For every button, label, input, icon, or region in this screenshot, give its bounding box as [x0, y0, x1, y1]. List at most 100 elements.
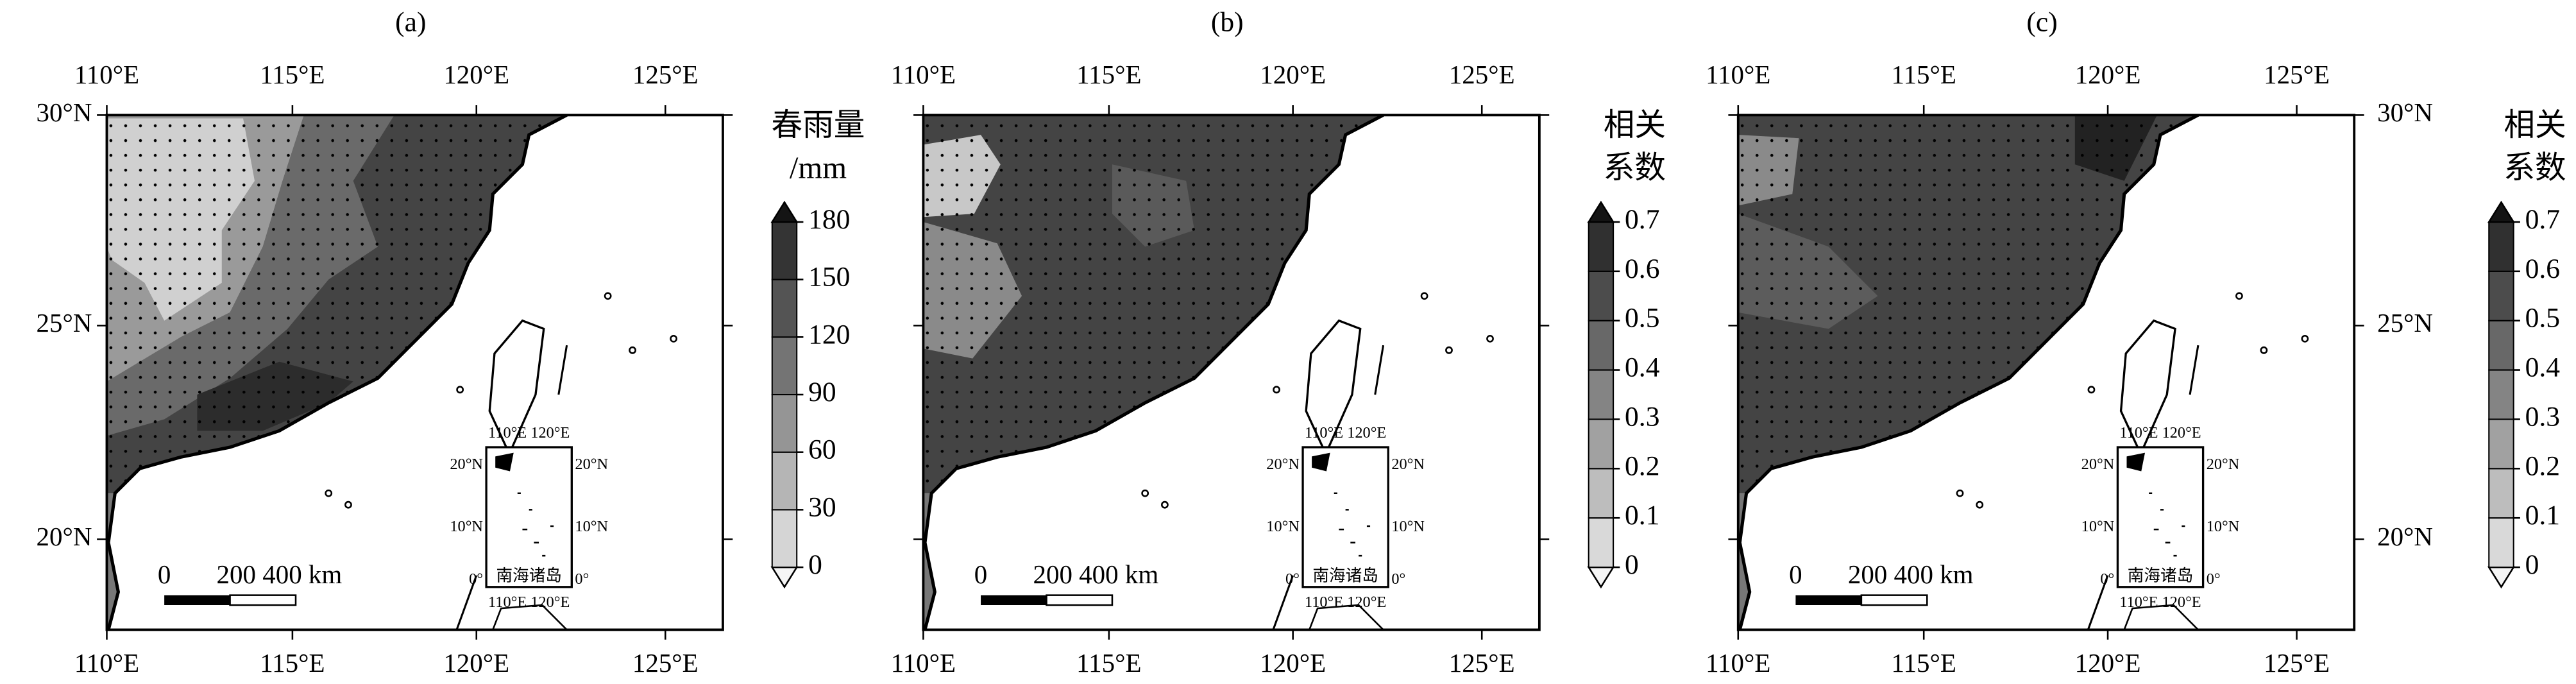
colorbar-segment: [771, 221, 798, 280]
island: [2235, 292, 2243, 300]
inset-lat-left: 0°: [1285, 570, 1300, 588]
colorbar-segment: [771, 278, 798, 338]
lon-label-bottom: 115°E: [1076, 648, 1141, 678]
colorbar-segment: [2488, 418, 2514, 470]
colorbar-tick-label: 0.3: [2525, 401, 2560, 432]
lon-label-top: 115°E: [260, 60, 325, 89]
colorbar-tick-label: 0.1: [1625, 500, 1659, 531]
inset-lat-right: 0°: [2207, 570, 2221, 588]
colorbar-segment: [2488, 221, 2514, 272]
island: [1141, 489, 1149, 497]
colorbar-tick-label: 0.6: [1625, 253, 1659, 284]
colorbar-segment: [771, 336, 798, 396]
island: [629, 346, 636, 354]
colorbar-title: /mm: [790, 151, 847, 185]
map-content: [1738, 115, 2355, 630]
scale-bar-black: [1795, 595, 1861, 605]
inset-lat-left: 20°N: [2081, 456, 2115, 473]
colorbar-segment: [1588, 320, 1614, 371]
lon-label-top: 110°E: [74, 60, 139, 89]
inset-lat-left: 10°N: [450, 518, 483, 535]
inset-lon-top: 110°E 120°E: [2119, 424, 2201, 441]
colorbar-title: 春雨量: [772, 108, 865, 142]
panel-label: (a): [395, 6, 426, 37]
significance-dots: [1738, 115, 2198, 493]
colorbar-tick-label: 150: [808, 262, 850, 293]
colorbar-tick-label: 120: [808, 319, 850, 350]
map-panel: (b) 110°E 110°E 115°E 115°E 120°E 120°E 125°E 12…: [891, 6, 1550, 678]
scale-label: 0: [1789, 560, 1802, 589]
inset-lat-left: 20°N: [450, 456, 483, 473]
colorbar-segment: [2488, 270, 2514, 321]
colorbar-tick-label: 0.5: [1625, 303, 1659, 334]
lat-label-left: 25°N: [36, 308, 92, 338]
lat-label-left: 30°N: [36, 98, 92, 127]
colorbar-segment: [1588, 468, 1614, 519]
scale-label: 200 400 km: [217, 560, 343, 589]
panel-label: (b): [1211, 6, 1244, 37]
inset-lon-bottom: 110°E 120°E: [1305, 594, 1386, 611]
colorbar-tick-label: 180: [808, 204, 850, 235]
colorbar-tick-label: 0.7: [1625, 204, 1659, 235]
inset-lat-left: 10°N: [2081, 518, 2115, 535]
lon-label-bottom: 125°E: [632, 648, 699, 678]
colorbar-tick-label: 60: [808, 434, 836, 465]
inset-lat-left: 0°: [469, 570, 483, 588]
coastline: [1738, 115, 2199, 630]
colorbar-tick-label: 0.2: [1625, 450, 1659, 481]
inset-lon-top: 110°E 120°E: [1305, 424, 1386, 441]
colorbar-tick-label: 0.7: [2525, 204, 2560, 235]
lat-label-right: 25°N: [2377, 308, 2433, 338]
colorbar-tick-label: 90: [808, 377, 836, 407]
colorbar-end: [770, 566, 799, 589]
inset-lat-right: 20°N: [1391, 456, 1425, 473]
scale-bar-white: [229, 594, 297, 606]
colorbar-segment: [2488, 369, 2514, 420]
island: [1956, 489, 1964, 497]
scale-label: 200 400 km: [1033, 560, 1158, 589]
colorbar-tick-label: 0: [2525, 549, 2539, 580]
map-panel: (c) 110°E 110°E 115°E 115°E 120°E 120°E 125°E 12…: [1706, 6, 2433, 678]
inset-lat-right: 20°N: [575, 456, 608, 473]
scale-bar-white: [1860, 594, 1928, 606]
scale-label: 200 400 km: [1848, 560, 1974, 589]
map-frame: [1736, 114, 2356, 631]
inset-islands: [2126, 452, 2185, 557]
colorbar-end: [1587, 566, 1615, 589]
lat-label-right: 30°N: [2377, 98, 2433, 127]
lon-label-bottom: 115°E: [260, 648, 325, 678]
inset-lat-right: 20°N: [2207, 456, 2240, 473]
scale-label: 0: [974, 560, 987, 589]
colorbar-title: 相关: [2504, 108, 2566, 142]
island: [2260, 346, 2268, 354]
colorbar-tick-label: 0.4: [2525, 352, 2561, 383]
colorbar-segment: [1588, 270, 1614, 321]
lon-label-top: 115°E: [1076, 60, 1141, 89]
lon-label-bottom: 120°E: [1260, 648, 1326, 678]
colorbar-tick-label: 0.4: [1625, 352, 1660, 383]
coast-bottom: [1309, 604, 1384, 630]
island: [1161, 500, 1169, 509]
lon-label-top: 110°E: [1706, 60, 1770, 89]
scale-bar-white: [1046, 594, 1114, 606]
lon-label-top: 125°E: [2264, 60, 2330, 89]
inset-lat-left: 0°: [2100, 570, 2114, 588]
inset-lon-bottom: 110°E 120°E: [488, 594, 570, 611]
lon-label-bottom: 110°E: [891, 648, 956, 678]
lon-label-top: 115°E: [1892, 60, 1956, 89]
lon-label-top: 120°E: [1260, 60, 1326, 89]
inset-lat-right: 0°: [1391, 570, 1405, 588]
colorbar-segment: [2488, 468, 2514, 519]
colorbar-segment: [1588, 369, 1614, 420]
lat-label-right: 20°N: [2377, 522, 2433, 551]
lon-label-top: 120°E: [2075, 60, 2141, 89]
island: [1486, 334, 1494, 343]
inset-islands: [495, 452, 554, 557]
inset-frame: [485, 446, 573, 588]
inset-lat-right: 10°N: [2207, 518, 2240, 535]
colorbar-tick-label: 0.3: [1625, 401, 1659, 432]
colorbar-tick-label: 0.6: [2525, 253, 2560, 284]
colorbar-title: 系数: [1604, 151, 1666, 185]
map-frame: [105, 114, 724, 631]
